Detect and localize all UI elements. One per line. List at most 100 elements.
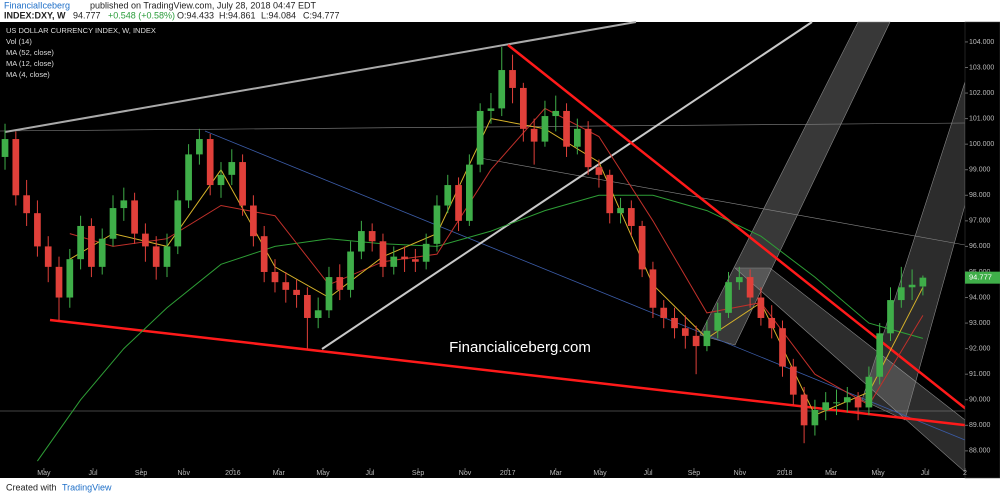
legend-entry: MA (4, close) (6, 70, 50, 79)
candle-body (109, 208, 117, 239)
ohlc-open: O:94.433 (177, 10, 214, 20)
candle-body (725, 282, 732, 313)
candle-body (347, 251, 354, 290)
x-tick-label: 2017 (500, 470, 516, 477)
candle-body (412, 259, 419, 262)
watermark: Financialiceberg.com (449, 339, 591, 356)
x-tick-label: Sep (412, 470, 425, 477)
candle-body (131, 200, 138, 234)
y-tick-label: 101.000 (969, 115, 994, 122)
candle-body (584, 128, 592, 168)
candle-body (519, 87, 527, 129)
indicator-label: Vol (14) (6, 37, 32, 46)
candle-body (271, 271, 279, 283)
candle-body (606, 174, 614, 214)
candle-body (768, 317, 776, 329)
y-tick-label: 93.000 (969, 320, 991, 327)
candle-body (530, 128, 538, 142)
footer-brand[interactable]: TradingView (62, 482, 112, 492)
moving-average (36, 194, 924, 462)
price-axis (964, 21, 1000, 479)
x-tick-label: 2016 (225, 470, 241, 477)
x-tick-label: May (37, 470, 51, 477)
candle-body (638, 225, 646, 270)
candle-body (1, 139, 9, 157)
x-tick-label: May (871, 470, 885, 477)
candle-body (876, 333, 884, 377)
candle-body (703, 330, 711, 347)
x-tick-label: May (316, 470, 330, 477)
y-tick-label: 91.000 (969, 371, 991, 378)
candle-body (649, 269, 657, 308)
candle-body (314, 310, 322, 318)
candle-body (541, 116, 549, 142)
y-tick-label: 94.000 (969, 294, 991, 301)
publisher[interactable]: FinancialIceberg (4, 0, 70, 10)
candle-body (476, 110, 484, 165)
candle-body (44, 246, 52, 267)
x-tick-label: Jul (644, 470, 653, 477)
candle-body (196, 139, 203, 155)
price-tag-label: 94.777 (969, 273, 992, 282)
candle-body (595, 167, 603, 175)
candle-body (692, 335, 700, 347)
candle-body (185, 154, 192, 201)
candle-body (681, 328, 689, 336)
candle-body (120, 200, 128, 209)
candle-body (379, 241, 387, 267)
x-tick-label: Mar (825, 470, 838, 477)
ohlc-close: C:94.777 (303, 10, 340, 20)
candle-body (919, 277, 927, 287)
header-bar (0, 0, 1000, 22)
footer-created: Created with (6, 482, 57, 492)
candle-body (563, 110, 570, 147)
x-tick-label: Mar (550, 470, 563, 477)
candle-body (455, 185, 462, 221)
candle-body (573, 128, 581, 147)
candle-body (77, 225, 84, 260)
candle-body (466, 164, 473, 221)
candle-body (239, 162, 246, 206)
x-tick-label: May (593, 470, 607, 477)
candle-body (552, 110, 560, 117)
x-tick-label: Jul (366, 470, 375, 477)
candle-body (228, 162, 236, 175)
candle-body (98, 238, 106, 267)
y-tick-label: 102.000 (969, 90, 994, 97)
candle-body (833, 402, 840, 404)
candle-body (800, 394, 808, 426)
moving-average (69, 107, 924, 406)
x-tick-label: Nov (459, 470, 472, 477)
y-tick-label: 97.000 (969, 218, 991, 225)
candle-body (55, 266, 63, 298)
candle-body (444, 185, 452, 206)
candle-body (843, 397, 851, 403)
candle-body (735, 277, 743, 283)
candle-body (163, 246, 171, 267)
y-tick-label: 89.000 (969, 422, 991, 429)
candle-body (897, 287, 905, 301)
ohlc-low: L:94.084 (261, 10, 296, 20)
ohlc-high: H:94.861 (219, 10, 256, 20)
candle-body (908, 284, 916, 288)
candle-body (217, 174, 225, 186)
x-tick-label: 2 (963, 470, 967, 477)
y-tick-label: 99.000 (969, 167, 991, 174)
candle-body (822, 402, 830, 410)
candle-body (304, 294, 311, 318)
y-tick-label: 92.000 (969, 345, 991, 352)
y-tick-label: 104.000 (969, 39, 994, 46)
y-tick-label: 96.000 (969, 243, 991, 250)
candle-body (260, 236, 268, 272)
legend-entry: MA (52, close) (6, 48, 54, 57)
y-tick-label: 98.000 (969, 192, 991, 199)
candle-body (854, 397, 862, 408)
candle-body (152, 246, 160, 267)
last-price: 94.777 (73, 10, 101, 20)
candle-body (390, 256, 398, 267)
candle-body (368, 231, 376, 242)
candle-body (714, 312, 722, 331)
candle-body (746, 277, 754, 298)
x-tick-label: Mar (273, 470, 286, 477)
